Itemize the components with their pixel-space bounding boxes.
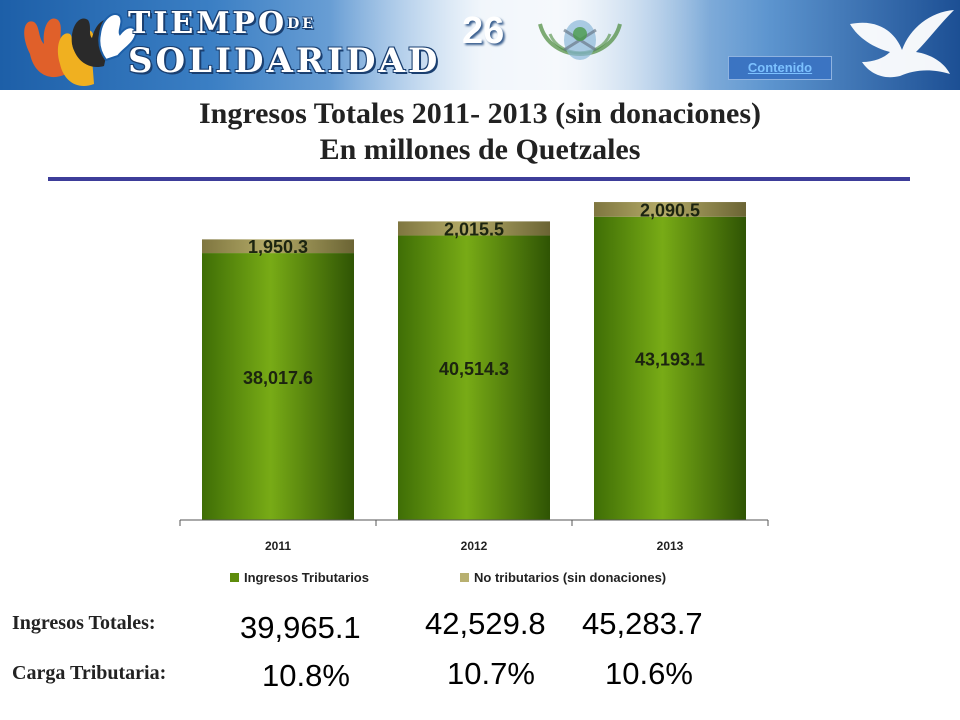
data-label-tributarios-2011: 38,017.6 bbox=[243, 368, 313, 388]
data-label-tributarios-2013: 43,193.1 bbox=[635, 349, 705, 369]
x-tick-label-2011: 2011 bbox=[265, 539, 291, 553]
dove-icon bbox=[840, 4, 960, 88]
page-title: Ingresos Totales 2011- 2013 (sin donacio… bbox=[0, 96, 960, 168]
legend-label-no-tributarios: No tributarios (sin donaciones) bbox=[474, 570, 666, 585]
header-banner: TIEMPODE SOLIDARIDAD 26 Contenido bbox=[0, 0, 960, 90]
carga-tributaria-2013: 10.6% bbox=[605, 656, 693, 692]
x-axis: 2011 2012 2013 bbox=[180, 520, 768, 553]
contenido-link[interactable]: Contenido bbox=[728, 56, 832, 80]
legend-swatch-no-tributarios bbox=[460, 573, 469, 582]
page-number: 26 bbox=[462, 10, 504, 53]
x-tick-label-2013: 2013 bbox=[657, 539, 684, 553]
stacked-bar-chart: 38,017.6 1,950.3 40,514.3 2,015.5 43,193.1 2,… bbox=[0, 190, 960, 600]
bars-layer: 38,017.6 1,950.3 40,514.3 2,015.5 43,193.1 2,… bbox=[202, 200, 746, 520]
logo-wordmark: TIEMPODE SOLIDARIDAD bbox=[128, 6, 468, 84]
data-label-no-tributarios-2012: 2,015.5 bbox=[444, 219, 504, 239]
ingresos-total-2013: 45,283.7 bbox=[582, 606, 703, 642]
chart-legend: Ingresos Tributarios No tributarios (sin … bbox=[230, 570, 666, 585]
carga-tributaria-2012: 10.7% bbox=[447, 656, 535, 692]
title-line1: Ingresos Totales 2011- 2013 (sin donacio… bbox=[0, 96, 960, 132]
x-tick-label-2012: 2012 bbox=[461, 539, 488, 553]
legend-swatch-tributarios bbox=[230, 573, 239, 582]
ingresos-total-2011: 39,965.1 bbox=[240, 610, 361, 646]
data-label-no-tributarios-2011: 1,950.3 bbox=[248, 237, 308, 257]
data-label-no-tributarios-2013: 2,090.5 bbox=[640, 200, 700, 220]
data-label-tributarios-2012: 40,514.3 bbox=[439, 359, 509, 379]
hands-logo-icon bbox=[10, 4, 140, 90]
ingresos-total-2012: 42,529.8 bbox=[425, 606, 546, 642]
title-line2: En millones de Quetzales bbox=[0, 132, 960, 168]
emblem-icon bbox=[520, 4, 640, 84]
carga-tributaria-2011: 10.8% bbox=[262, 658, 350, 694]
title-divider bbox=[48, 177, 910, 181]
ingresos-totales-label: Ingresos Totales: bbox=[12, 612, 156, 635]
carga-tributaria-label: Carga Tributaria: bbox=[12, 662, 166, 685]
legend-label-tributarios: Ingresos Tributarios bbox=[244, 570, 369, 585]
